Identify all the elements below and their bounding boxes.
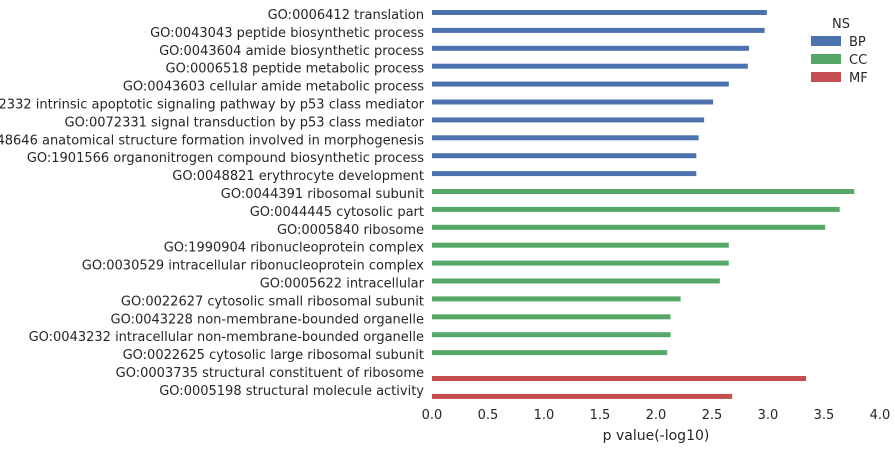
bar-20 [432, 350, 668, 356]
legend-swatch-mf [811, 72, 841, 82]
category-label: GO:0030529 intracellular ribonucleoprote… [82, 259, 425, 274]
legend: NS BP CC MF [811, 17, 868, 86]
category-label: GO:0005622 intracellular [260, 277, 425, 292]
bar-21 [432, 376, 807, 381]
category-label: GO:0022625 cytosolic large ribosomal sub… [123, 348, 424, 363]
bar-3 [432, 45, 749, 51]
x-tick-label: 2.5 [702, 408, 723, 423]
bar-11 [432, 189, 855, 194]
bar-5 [432, 81, 729, 87]
bars [432, 10, 855, 399]
category-label: GO:0006518 peptide metabolic process [166, 62, 425, 77]
category-label: GO:0044391 ribosomal subunit [221, 187, 424, 202]
x-tick-label: 4.0 [870, 408, 891, 423]
category-label: GO:0048646 anatomical structure formatio… [0, 133, 424, 148]
category-label: GO:0043603 cellular amide metabolic proc… [123, 80, 424, 95]
bar-2 [432, 27, 765, 33]
category-label: GO:1901566 organonitrogen compound biosy… [27, 151, 424, 166]
bar-13 [432, 224, 826, 230]
bar-15 [432, 260, 729, 266]
bar-16 [432, 278, 720, 284]
category-label: GO:1990904 ribonucleoprotein complex [164, 241, 425, 256]
category-label: GO:0022627 cytosolic small ribosomal sub… [121, 294, 424, 309]
x-tick-label: 3.0 [758, 408, 779, 423]
x-tick-label: 1.5 [590, 408, 611, 423]
bar-12 [432, 206, 840, 212]
legend-label-mf: MF [849, 71, 868, 86]
x-tick-label: 0.0 [422, 408, 443, 423]
category-label: GO:0072332 intrinsic apoptotic signaling… [0, 98, 425, 113]
bar-7 [432, 117, 705, 123]
bar-14 [432, 242, 729, 248]
legend-label-cc: CC [849, 53, 867, 68]
legend-swatch-cc [811, 54, 841, 64]
bar-17 [432, 296, 681, 302]
bar-6 [432, 99, 714, 105]
legend-title: NS [832, 17, 850, 32]
bar-1 [432, 10, 767, 15]
bar-9 [432, 153, 697, 159]
x-axis-ticks: 0.0 0.5 1.0 1.5 2.0 2.5 3.0 3.5 4.0 [422, 408, 891, 423]
category-labels: GO:0006412 translation GO:0043043 peptide… [0, 8, 425, 399]
x-axis-title: p value(-log10) [603, 428, 710, 444]
bar-8 [432, 135, 699, 141]
category-label: GO:0048821 erythrocyte development [172, 169, 424, 184]
category-label: GO:0072331 signal transduction by p53 cl… [65, 115, 425, 130]
legend-swatch-bp [811, 36, 841, 46]
bar-22 [432, 393, 733, 399]
category-label: GO:0044445 cytosolic part [250, 205, 424, 220]
category-label: GO:0043228 non-membrane-bounded organell… [111, 312, 425, 327]
bar-4 [432, 63, 748, 69]
bar-19 [432, 332, 671, 338]
category-label: GO:0043232 intracellular non-membrane-bo… [29, 330, 424, 345]
bar-18 [432, 314, 671, 320]
category-label: GO:0043604 amide biosynthetic process [159, 44, 424, 59]
category-label: GO:0005840 ribosome [277, 223, 424, 238]
category-label: GO:0005198 structural molecule activity [159, 384, 424, 399]
category-label: GO:0043043 peptide biosynthetic process [150, 26, 424, 41]
x-tick-label: 3.5 [814, 408, 835, 423]
legend-label-bp: BP [849, 35, 866, 50]
x-tick-label: 1.0 [534, 408, 555, 423]
category-label: GO:0006412 translation [268, 8, 424, 23]
bar-10 [432, 171, 697, 177]
x-tick-label: 0.5 [478, 408, 499, 423]
x-tick-label: 2.0 [646, 408, 667, 423]
category-label: GO:0003735 structural constituent of rib… [116, 366, 424, 381]
